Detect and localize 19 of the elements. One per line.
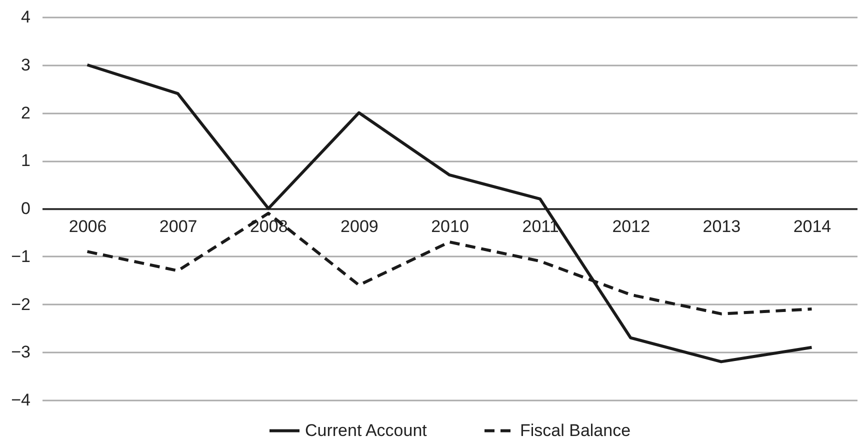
legend-label: Fiscal Balance: [520, 420, 631, 440]
y-tick-label: 4: [21, 8, 30, 26]
x-tick-label: 2009: [340, 217, 378, 236]
x-tick-label: 2012: [612, 217, 650, 236]
y-tick-label: −2: [11, 294, 30, 314]
y-tick-label: 1: [21, 151, 30, 170]
legend-label: Current Account: [305, 420, 428, 440]
y-tick-label: 2: [21, 103, 30, 122]
x-tick-label: 2007: [159, 217, 198, 236]
x-tick-label: 2010: [431, 217, 469, 236]
x-tick-label: 2013: [702, 217, 741, 236]
y-tick-label: 3: [21, 55, 30, 74]
y-tick-label: 0: [21, 199, 30, 218]
x-tick-label: 2014: [793, 217, 832, 236]
y-tick-label: −1: [11, 246, 30, 266]
x-tick-label: 2011: [522, 217, 559, 236]
y-tick-label: −3: [11, 342, 30, 362]
x-tick-label: 2006: [68, 217, 107, 236]
y-tick-label: −4: [11, 390, 30, 410]
